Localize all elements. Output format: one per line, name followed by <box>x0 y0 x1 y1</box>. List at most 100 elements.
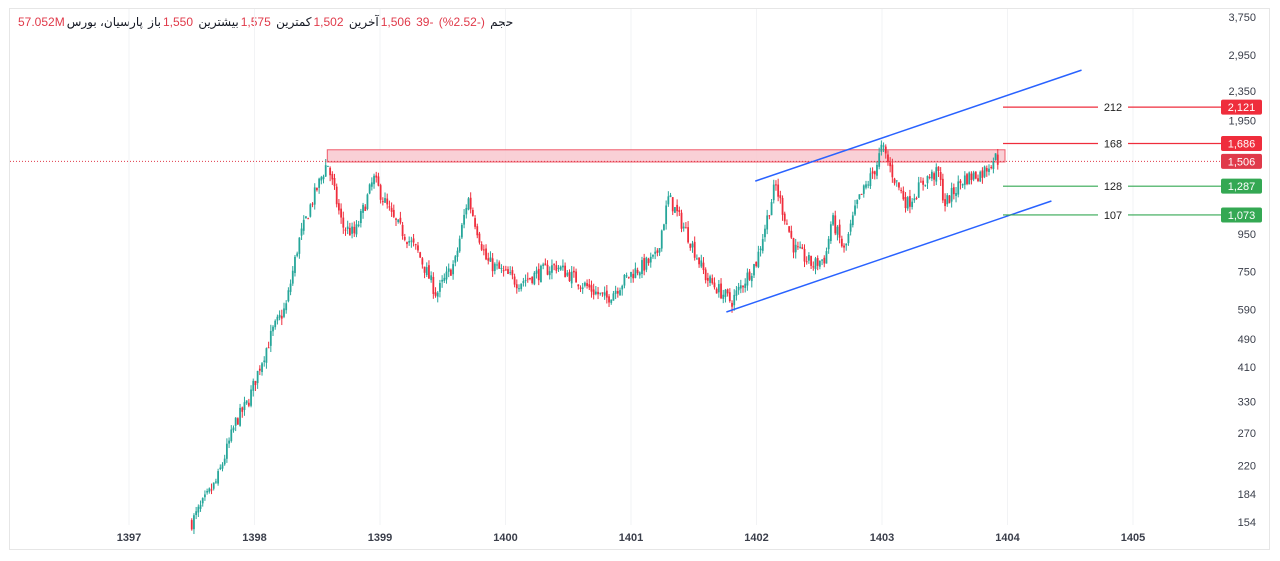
candle-body <box>770 202 773 216</box>
candle-body <box>807 255 810 261</box>
candle-body <box>700 260 703 267</box>
candle-body <box>190 520 193 530</box>
candle-body <box>392 209 395 217</box>
candle-body <box>256 370 259 384</box>
candle-body <box>239 407 241 426</box>
candle-body <box>750 275 753 282</box>
candle-body <box>230 429 233 442</box>
candle-body <box>818 260 821 267</box>
candle-body <box>810 255 812 266</box>
candle-body <box>992 161 995 170</box>
candle-body <box>891 164 894 178</box>
candle-body <box>373 175 375 185</box>
candle-body <box>557 267 560 269</box>
candle-body <box>761 239 764 251</box>
candle-body <box>452 264 455 275</box>
volume-value: 57.052M <box>18 15 65 29</box>
y-axis-tick: 750 <box>1238 267 1256 279</box>
candle-body <box>746 272 749 286</box>
candle-body <box>522 281 525 284</box>
candle-body <box>974 171 977 179</box>
candle-body <box>278 314 281 318</box>
candle-body <box>685 227 687 229</box>
candle-body <box>970 173 973 181</box>
change-value: -39 <box>416 15 434 29</box>
candle-body <box>775 184 777 186</box>
candle-body <box>423 266 426 273</box>
candle-body <box>467 198 470 210</box>
candle-body <box>524 280 527 282</box>
candle-body <box>493 263 496 271</box>
candle-body <box>258 368 261 371</box>
y-axis-tick: 270 <box>1238 428 1256 440</box>
candle-body <box>755 261 758 267</box>
candle-body <box>518 288 520 290</box>
candle-body <box>779 195 782 199</box>
candle-body <box>406 242 408 245</box>
candle-body <box>579 287 582 289</box>
candle-body <box>280 315 283 319</box>
y-axis-tick: 950 <box>1238 229 1256 241</box>
candle-body <box>930 171 933 179</box>
candle-body <box>403 236 406 240</box>
candle-body <box>298 237 301 254</box>
candle-body <box>313 187 316 205</box>
candle-body <box>417 245 419 251</box>
candle-body <box>909 196 911 207</box>
candle-body <box>337 203 340 211</box>
candle-body <box>996 154 999 165</box>
level-label: 128 <box>1104 181 1122 193</box>
candle-body <box>663 224 665 231</box>
candle-body <box>296 253 299 256</box>
candle-body <box>726 289 729 294</box>
candle-body <box>597 291 599 295</box>
candle-body <box>583 282 586 286</box>
candle-body <box>511 270 514 276</box>
candle-body <box>254 380 257 386</box>
candle-body <box>474 218 476 227</box>
candle-body <box>368 184 371 194</box>
candle-body <box>291 270 294 284</box>
candle-body <box>555 265 558 271</box>
candle-body <box>223 458 226 465</box>
close-value: 1,506 <box>380 15 411 29</box>
price-badge-text: 1,287 <box>1228 181 1256 193</box>
candle-body <box>717 284 720 293</box>
candle-body <box>836 226 839 235</box>
candle-body <box>206 490 209 493</box>
candle-body <box>737 286 740 291</box>
candle-body <box>430 275 433 281</box>
candle-body <box>643 258 646 271</box>
candle-body <box>792 238 795 253</box>
candle-body <box>827 238 830 250</box>
candle-body <box>300 228 303 236</box>
candle-body <box>410 240 413 242</box>
candle-body <box>513 276 516 285</box>
candle-body <box>926 176 929 184</box>
candle-body <box>210 489 213 491</box>
low-label: کمترین <box>276 15 312 29</box>
candle-body <box>212 482 215 489</box>
candle-body <box>421 258 424 265</box>
volume-label: حجم <box>490 15 514 29</box>
candle-body <box>568 272 571 282</box>
candle-body <box>623 275 626 286</box>
candle-body <box>889 162 892 167</box>
candle-body <box>346 226 349 230</box>
candle-body <box>225 443 228 459</box>
level-label: 168 <box>1104 138 1122 150</box>
candle-body <box>485 248 487 260</box>
candle-body <box>935 167 938 182</box>
candle-body <box>217 471 220 484</box>
candle-body <box>801 247 804 249</box>
candle-body <box>386 198 389 205</box>
candle-body <box>803 248 806 262</box>
candle-body <box>759 248 762 251</box>
candle-body <box>581 287 584 290</box>
candle-body <box>351 226 353 234</box>
candle-body <box>542 264 545 266</box>
candle-body <box>480 244 483 250</box>
candle-body <box>443 277 446 281</box>
y-axis-tick: 590 <box>1238 305 1256 317</box>
